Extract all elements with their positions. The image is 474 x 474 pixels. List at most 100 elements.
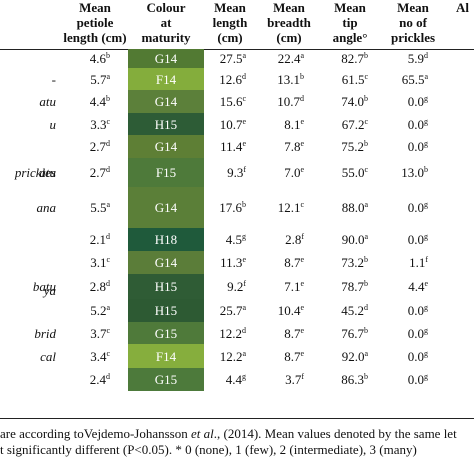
cell-tip: 67.2c — [341, 117, 368, 132]
cell-length: 11.3e — [220, 255, 246, 270]
row-label: batu — [32, 279, 56, 294]
row-label: atu — [39, 94, 56, 109]
header-length: Mean length (cm) — [212, 0, 248, 45]
colour-code: G14 — [154, 51, 178, 66]
cell-tip: 55.0c — [341, 165, 368, 180]
cell-breadth: 7.8e — [284, 139, 304, 154]
cell-petiole: 5.7a — [90, 72, 110, 87]
note-label-prickles: prickles — [14, 165, 56, 180]
cell-breadth: 10.4e — [277, 303, 304, 318]
colour-swatch — [128, 322, 204, 344]
row-label: - — [51, 72, 56, 87]
note-label-ya: ya — [43, 283, 56, 298]
cell-breadth: 7.1e — [284, 279, 304, 294]
colour-swatch — [128, 90, 204, 113]
header-rule — [0, 49, 474, 50]
cell-petiole: 3.7c — [90, 326, 110, 341]
cell-length: 10.7e — [219, 117, 246, 132]
cell-prickles: 0.0g — [407, 349, 428, 364]
cell-tip: 82.7b — [341, 51, 368, 66]
cell-breadth: 22.4a — [277, 51, 304, 66]
cell-prickles: 0.0g — [407, 94, 428, 109]
colour-swatch — [128, 274, 204, 299]
footnote-line-1: are according toVejdemo-Johansson et al.… — [0, 426, 457, 441]
row-label: cal — [40, 349, 56, 364]
cell-tip: 45.2d — [341, 303, 368, 318]
colour-code: H18 — [154, 232, 178, 247]
cell-prickles: 0.0g — [407, 117, 428, 132]
cell-tip: 86.3b — [341, 372, 368, 387]
colour-code: F15 — [155, 165, 177, 180]
colour-swatch — [128, 368, 204, 391]
header-extra: Al — [456, 0, 469, 15]
cell-breadth: 7.0e — [284, 165, 304, 180]
colour-swatch — [128, 135, 204, 158]
cell-prickles: 0.0g — [407, 372, 428, 387]
cell-length: 4.5g — [225, 232, 246, 247]
row-label: u — [49, 117, 57, 132]
cell-length: 12.2d — [219, 326, 246, 341]
cell-petiole: 4.4b — [89, 94, 110, 109]
cell-petiole: 2.7d — [89, 139, 110, 154]
cell-length: 11.4e — [220, 139, 246, 154]
header-tip-angle: Mean tip angle° — [332, 0, 368, 45]
cell-petiole: 4.6b — [89, 51, 110, 66]
colour-swatch — [128, 187, 204, 228]
row-label: ana — [36, 200, 57, 215]
bottom-rule — [0, 418, 474, 419]
cell-breadth: 13.1b — [277, 72, 304, 87]
cell-tip: 90.0a — [341, 232, 368, 247]
header-petiole: Mean petiole length (cm) — [63, 0, 127, 45]
colour-code: G14 — [154, 200, 178, 215]
colour-code: H15 — [154, 303, 178, 318]
cell-prickles: 4.4e — [408, 279, 428, 294]
header-breadth: Mean breadth (cm) — [267, 0, 311, 45]
colour-swatch — [128, 158, 204, 187]
cell-breadth: 8.7e — [284, 255, 304, 270]
colour-swatch — [128, 49, 204, 68]
colour-swatch — [128, 68, 204, 90]
cell-length: 12.2a — [219, 349, 246, 364]
colour-code: H15 — [154, 279, 178, 294]
cell-tip: 74.0b — [341, 94, 368, 109]
cell-tip: 73.2b — [341, 255, 368, 270]
row-label: atu — [39, 165, 56, 180]
colour-swatch — [128, 251, 204, 274]
colour-code: H15 — [154, 117, 178, 132]
cell-petiole: 3.1c — [90, 255, 110, 270]
colour-code: F14 — [155, 349, 177, 364]
cell-length: 9.2f — [227, 279, 246, 294]
cell-petiole: 3.3c — [90, 117, 110, 132]
cell-breadth: 3.7f — [285, 372, 304, 387]
cell-prickles: 0.0g — [407, 200, 428, 215]
cell-petiole: 2.4d — [89, 372, 110, 387]
header-colour: Colour at maturity — [141, 0, 191, 45]
colour-code: G14 — [154, 94, 178, 109]
cell-breadth: 12.1c — [277, 200, 304, 215]
cell-length: 15.6c — [219, 94, 246, 109]
cell-breadth: 10.7d — [277, 94, 304, 109]
cell-petiole: 3.4c — [90, 349, 110, 364]
cell-breadth: 2.8f — [285, 232, 304, 247]
cell-petiole: 2.7d — [89, 165, 110, 180]
colour-swatch — [128, 344, 204, 368]
cell-prickles: 0.0g — [407, 303, 428, 318]
footnote-line-2: t significantly different (P<0.05). * 0 … — [0, 442, 417, 457]
cell-prickles: 1.1f — [409, 255, 428, 270]
colour-code: G15 — [154, 326, 178, 341]
cell-breadth: 8.1e — [284, 117, 304, 132]
cell-prickles: 13.0b — [401, 165, 428, 180]
cell-tip: 78.7b — [341, 279, 368, 294]
cell-tip: 88.0a — [341, 200, 368, 215]
colour-code: G14 — [154, 255, 178, 270]
colour-swatch — [128, 228, 204, 251]
cell-length: 9.3f — [227, 165, 246, 180]
cell-length: 27.5a — [219, 51, 246, 66]
header-prickles: Mean no of prickles — [390, 0, 436, 45]
cell-length: 17.6b — [219, 200, 246, 215]
cell-tip: 76.7b — [341, 326, 368, 341]
cell-petiole: 2.8d — [89, 279, 110, 294]
cell-breadth: 8.7e — [284, 349, 304, 364]
cell-tip: 75.2b — [341, 139, 368, 154]
